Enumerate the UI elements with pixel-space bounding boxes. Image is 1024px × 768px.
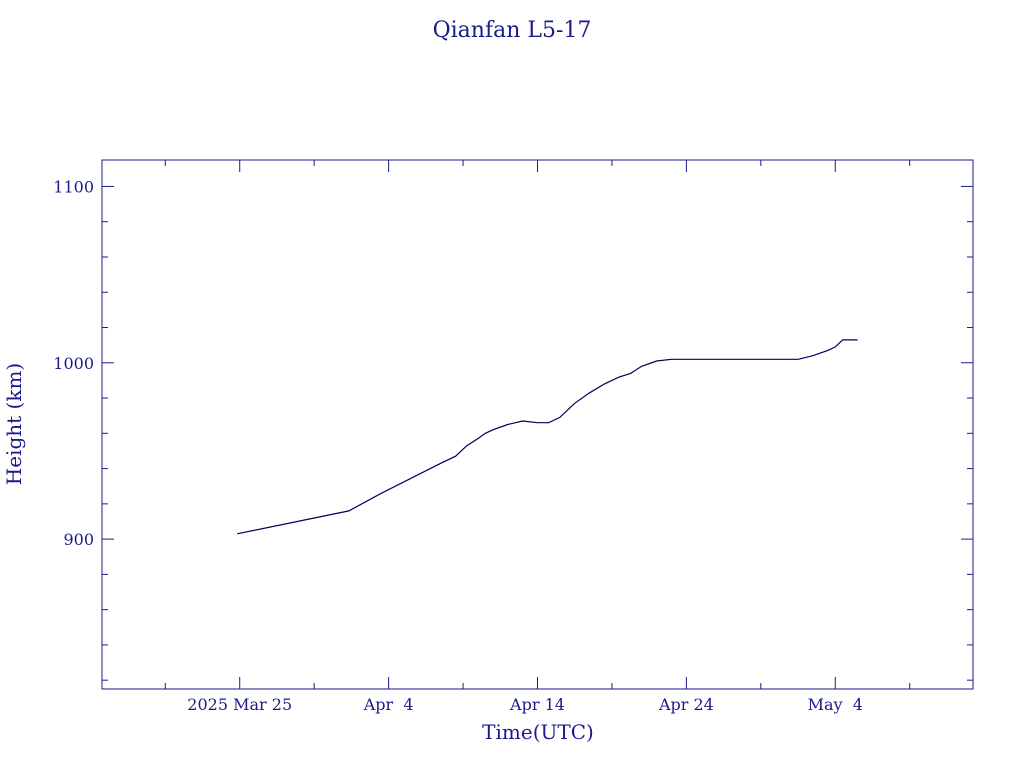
y-axis-label: Height (km): [2, 363, 26, 485]
x-tick-label: 2025 Mar 25: [187, 695, 292, 714]
series-layer: [237, 339, 858, 535]
x-tick-label: Apr 4: [363, 695, 414, 714]
y-tick-label: 1000: [53, 354, 94, 373]
x-axis-label: Time(UTC): [482, 720, 594, 744]
y-tick-label: 900: [63, 530, 94, 549]
x-axis: 2025 Mar 25 Apr 4 Apr 14 Apr 24 May 4: [164, 160, 911, 714]
x-tick-label: Apr 14: [509, 695, 565, 714]
height-series-line: [237, 339, 858, 535]
y-axis: 900 1000 1100: [53, 177, 973, 681]
chart-title: Qianfan L5-17: [433, 18, 592, 43]
plot-border: [101, 159, 974, 690]
x-tick-label: Apr 24: [658, 695, 714, 714]
x-tick-label: May 4: [808, 695, 863, 714]
y-tick-label: 1100: [53, 177, 94, 196]
plot-area: [101, 159, 974, 690]
